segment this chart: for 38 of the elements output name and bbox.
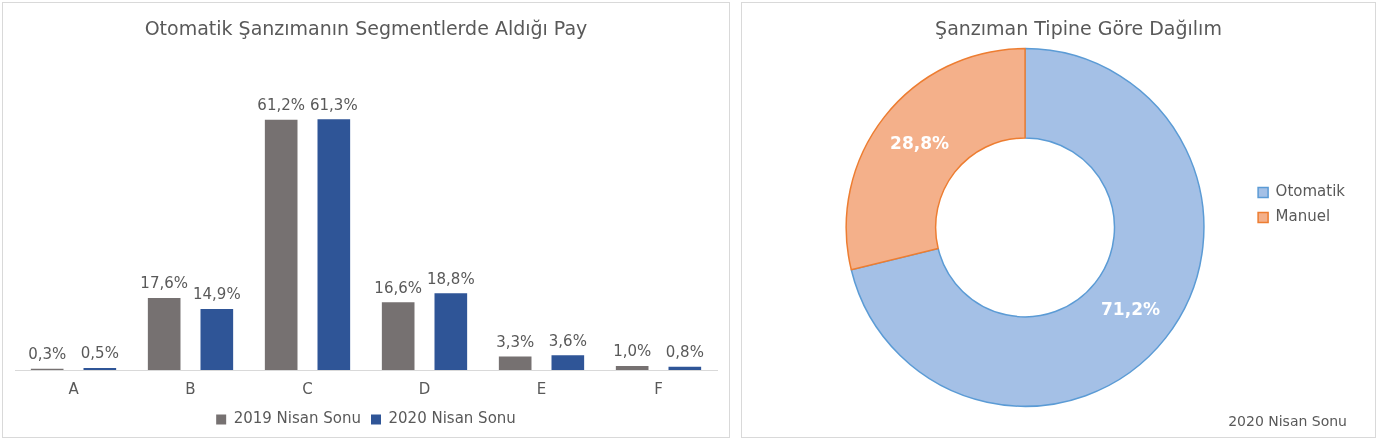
data-label: 18,8% [427,269,475,288]
data-label: 3,3% [496,332,535,351]
chart-title: Şanzıman Tipine Göre Dağılım [935,17,1222,40]
data-label: 71,2% [1101,298,1161,319]
data-label: 16,6% [374,278,422,297]
data-label: 28,8% [890,132,950,153]
x-tick-label: F [654,379,663,398]
bar [147,298,181,370]
bar [264,119,298,370]
data-label: 0,8% [665,343,704,362]
data-label: 1,0% [613,342,652,361]
bar [434,293,468,370]
bar [615,365,649,370]
data-label: 61,3% [310,95,358,114]
legend-label: Otomatik [1275,182,1346,201]
data-label: 3,6% [548,331,587,350]
bar [83,367,117,370]
text: 2020 Nisan Sonu [1228,413,1347,429]
legend-label: 2019 Nisan Sonu [233,409,361,428]
x-tick-label: A [68,379,80,398]
x-tick-label: B [185,379,196,398]
bar [668,366,702,370]
chart-title: Otomatik Şanzımanın Segmentlerde Aldığı Pay [144,17,588,40]
data-label: 0,3% [28,345,67,364]
x-tick-label: E [536,379,547,398]
data-label: 0,5% [80,344,119,363]
bar [498,356,532,370]
legend-label: Manuel [1275,207,1331,226]
bar [381,302,415,370]
data-label: 14,9% [193,285,241,304]
data-label: 61,2% [257,96,305,115]
bar [200,309,234,370]
bar [317,119,351,370]
data-label: 17,6% [140,274,188,293]
legend-label: 2020 Nisan Sonu [388,409,516,428]
x-tick-label: C [302,379,313,398]
bar [551,355,585,370]
x-tick-label: D [418,379,431,398]
